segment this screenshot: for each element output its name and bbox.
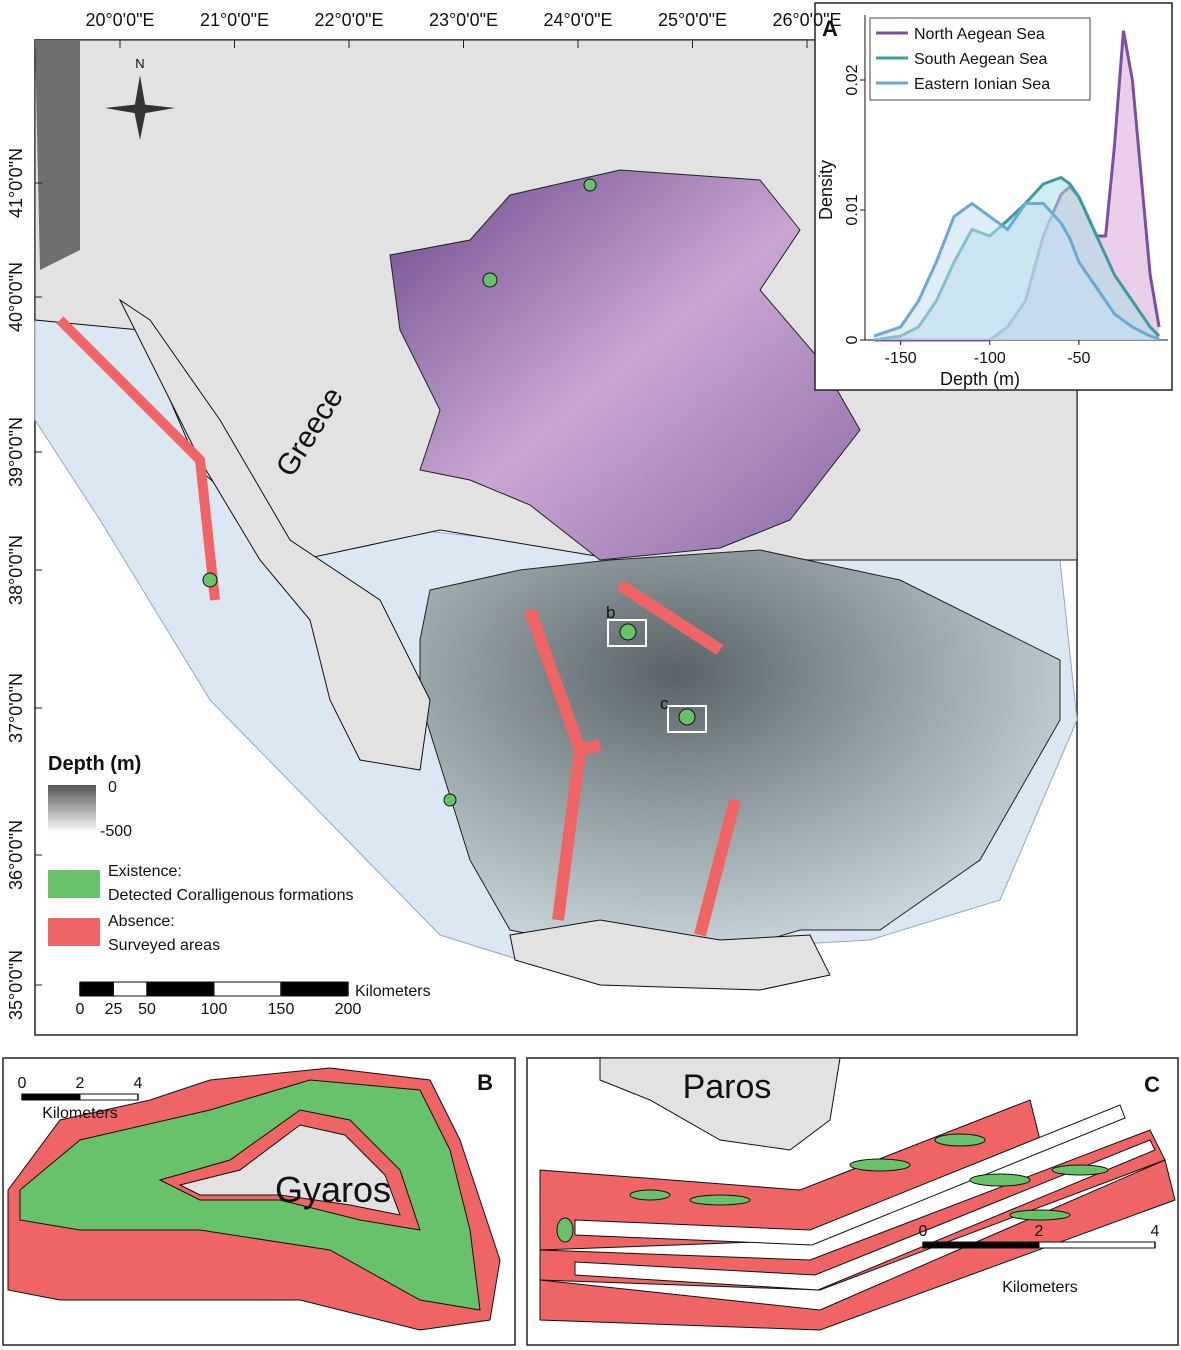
lon-label: 25°0'0"E xyxy=(658,10,727,30)
scale-segment xyxy=(146,981,215,997)
y-tick-label: 0 xyxy=(844,335,861,344)
scale-segment xyxy=(280,981,349,997)
box-b xyxy=(607,619,647,647)
lat-label: 40°0'0"N xyxy=(6,262,26,332)
depth-ramp xyxy=(48,785,96,833)
scale-label: 4 xyxy=(1151,1223,1160,1240)
box-c xyxy=(667,705,707,733)
depth-legend-title: Depth (m) xyxy=(48,753,141,775)
legend-label: South Aegean Sea xyxy=(914,51,1048,68)
panel-b xyxy=(2,1057,516,1346)
x-tick-label: -50 xyxy=(1067,350,1090,367)
box-c-label: c xyxy=(660,694,669,713)
paros-label: Paros xyxy=(683,1068,772,1106)
y-tick-label: 0.02 xyxy=(844,64,861,95)
lat-label: 36°0'0"N xyxy=(6,820,26,890)
scale-unit: Kilometers xyxy=(355,983,431,1000)
y-axis-title: Density xyxy=(816,160,836,220)
dark-relief xyxy=(35,40,80,270)
lat-label: 41°0'0"N xyxy=(6,148,26,218)
x-tick-label: -100 xyxy=(974,350,1006,367)
panel-c-label: C xyxy=(1144,1072,1160,1097)
panel-b-label: B xyxy=(477,1070,493,1095)
north-arrow xyxy=(105,75,175,140)
lat-label: 38°0'0"N xyxy=(6,535,26,605)
scale-segment xyxy=(21,1093,81,1101)
scale-label: 200 xyxy=(335,1001,362,1018)
lon-label: 26°0'0"E xyxy=(772,10,841,30)
panel-a-label: A xyxy=(822,16,838,41)
scale-segment xyxy=(922,1241,1040,1249)
scale-label: 100 xyxy=(201,1001,228,1018)
legend-label: North Aegean Sea xyxy=(914,26,1045,43)
absence-label: Absence: xyxy=(108,913,175,930)
north-aegean xyxy=(389,169,861,561)
density-area xyxy=(873,203,1160,340)
panel-c xyxy=(526,1057,1179,1346)
lat-label: 37°0'0"N xyxy=(6,673,26,743)
scale-label: 50 xyxy=(138,1001,156,1018)
surveyed-ionian xyxy=(56,316,220,601)
scale-label: 0 xyxy=(919,1223,928,1240)
panel-b-unit: Kilometers xyxy=(42,1105,118,1122)
scale-segment xyxy=(79,1093,139,1101)
gyaros-label: Gyaros xyxy=(275,1169,391,1210)
scale-label: 4 xyxy=(134,1075,143,1092)
peloponnese xyxy=(118,298,431,771)
surveyed-transects xyxy=(524,579,741,937)
existence-desc: Detected Coralligenous formations xyxy=(108,887,353,904)
existence-swatch xyxy=(48,870,100,898)
lon-label: 23°0'0"E xyxy=(429,10,498,30)
crete xyxy=(509,919,831,991)
density-line xyxy=(873,201,1160,341)
lon-label: 21°0'0"E xyxy=(200,10,269,30)
scale-segment xyxy=(79,981,114,997)
box-b-label: b xyxy=(606,603,615,622)
scale-label: 2 xyxy=(1035,1223,1044,1240)
scale-label: 150 xyxy=(268,1001,295,1018)
absence-desc: Surveyed areas xyxy=(108,937,220,954)
scale-label: 2 xyxy=(76,1075,85,1092)
lat-label: 35°0'0"N xyxy=(6,950,26,1020)
existence-label: Existence: xyxy=(108,863,182,880)
absence-swatch xyxy=(48,918,100,946)
scale-label: 0 xyxy=(76,1001,85,1018)
lon-label: 22°0'0"E xyxy=(314,10,383,30)
legend-label: Eastern Ionian Sea xyxy=(914,76,1050,93)
scale-segment xyxy=(113,981,148,997)
depth-max: 0 xyxy=(108,779,117,796)
detections xyxy=(202,178,696,807)
scale-segment xyxy=(1038,1241,1156,1249)
y-tick-label: 0.01 xyxy=(844,194,861,225)
depth-min: -500 xyxy=(100,823,132,840)
panel-c-unit: Kilometers xyxy=(1002,1279,1078,1296)
lat-label: 39°0'0"N xyxy=(6,417,26,487)
north-label: N xyxy=(135,56,144,71)
lon-label: 24°0'0"E xyxy=(543,10,612,30)
scale-label: 25 xyxy=(105,1001,123,1018)
x-axis-title: Depth (m) xyxy=(940,369,1020,389)
x-tick-label: -150 xyxy=(885,350,917,367)
lon-label: 20°0'0"E xyxy=(85,10,154,30)
scale-label: 0 xyxy=(18,1075,27,1092)
scale-segment xyxy=(213,981,282,997)
south-aegean xyxy=(419,549,1061,961)
